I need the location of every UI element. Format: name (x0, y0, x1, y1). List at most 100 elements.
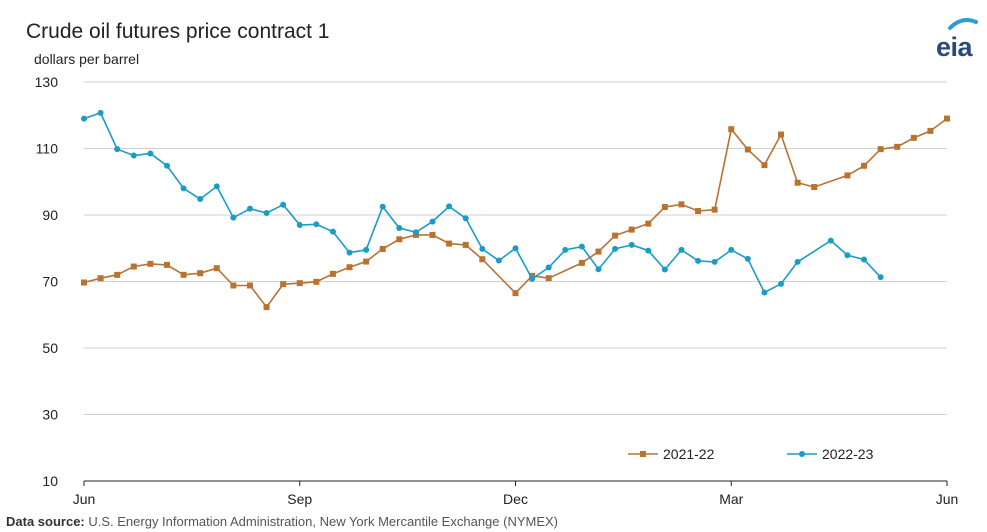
data-point-2022-23 (512, 245, 519, 252)
data-point-2022-23 (280, 201, 287, 208)
data-point-2022-23 (180, 185, 187, 192)
series-2021-22 (81, 115, 950, 311)
data-point-2021-22 (661, 204, 668, 211)
data-point-2022-23 (446, 203, 453, 210)
data-point-2021-22 (612, 232, 619, 239)
data-point-2021-22 (728, 126, 735, 133)
data-point-2021-22 (861, 162, 868, 169)
data-point-2021-22 (877, 146, 884, 153)
y-tick-label-130: 130 (35, 74, 59, 90)
data-point-2021-22 (163, 261, 170, 268)
data-point-2021-22 (213, 265, 220, 272)
data-point-2022-23 (230, 214, 237, 221)
data-point-2022-23 (529, 275, 536, 282)
chart-title: Crude oil futures price contract 1 (26, 20, 330, 43)
data-point-2021-22 (313, 278, 320, 285)
y-tick-label-70: 70 (42, 274, 58, 290)
legend-item-2021-22: 2021-22 (628, 446, 715, 462)
data-point-2022-23 (827, 237, 834, 244)
data-point-2021-22 (595, 248, 602, 255)
data-point-2021-22 (114, 271, 121, 278)
legend: 2021-22 2022-23 (628, 446, 874, 462)
data-source-text: U.S. Energy Information Administration, … (84, 514, 559, 529)
data-point-2021-22 (711, 206, 718, 213)
y-tick-label-50: 50 (42, 340, 58, 356)
x-tick-label-4: Jun (936, 491, 959, 507)
data-point-2022-23 (545, 264, 552, 271)
data-point-2021-22 (578, 259, 585, 266)
data-point-2022-23 (562, 246, 569, 253)
data-point-2022-23 (213, 183, 220, 190)
data-point-2022-23 (379, 203, 386, 210)
data-point-2022-23 (363, 246, 370, 253)
y-tick-label-90: 90 (42, 207, 58, 223)
data-point-2021-22 (645, 220, 652, 227)
data-point-2021-22 (844, 172, 851, 179)
legend-marker (799, 451, 805, 457)
data-point-2022-23 (479, 245, 486, 252)
data-point-2022-23 (778, 280, 785, 287)
data-point-2022-23 (163, 162, 170, 169)
x-axis: Jun Sep Dec Mar Jun (73, 480, 959, 507)
eia-logo-swoosh-icon (948, 18, 978, 30)
legend-label-2021-22: 2021-22 (663, 446, 715, 462)
data-point-2021-22 (944, 115, 950, 122)
data-point-2021-22 (246, 282, 253, 289)
data-point-2022-23 (761, 289, 768, 296)
x-tick-label-1: Sep (287, 491, 312, 507)
data-point-2022-23 (114, 146, 121, 153)
data-point-2022-23 (263, 210, 270, 217)
data-point-2022-23 (728, 246, 735, 253)
eia-logo-text: eia (935, 32, 973, 62)
data-point-2022-23 (794, 258, 801, 265)
data-point-2022-23 (197, 196, 204, 203)
y-axis-unit-label: dollars per barrel (34, 51, 140, 67)
data-point-2021-22 (147, 260, 154, 267)
data-point-2022-23 (495, 257, 502, 264)
data-point-2021-22 (280, 281, 287, 288)
legend-label-2022-23: 2022-23 (822, 446, 874, 462)
x-tick-label-2: Dec (503, 491, 528, 507)
y-axis-ticks: 130 110 90 70 50 30 10 (35, 74, 59, 489)
data-point-2022-23 (246, 205, 253, 212)
data-point-2021-22 (462, 241, 469, 248)
data-point-2022-23 (645, 247, 652, 254)
data-point-2022-23 (744, 255, 751, 262)
data-source-label: Data source: (6, 514, 85, 529)
data-point-2022-23 (661, 266, 668, 273)
data-point-2021-22 (363, 258, 370, 265)
data-point-2022-23 (296, 221, 303, 228)
legend-item-2022-23: 2022-23 (787, 446, 874, 462)
data-point-2022-23 (877, 274, 884, 281)
data-point-2021-22 (396, 236, 403, 243)
y-tick-label-110: 110 (36, 141, 59, 157)
data-point-2022-23 (695, 257, 702, 264)
data-point-2021-22 (446, 240, 453, 247)
grid-lines (84, 81, 947, 415)
data-point-2021-22 (794, 179, 801, 186)
data-point-2022-23 (462, 215, 469, 222)
data-point-2021-22 (778, 131, 785, 138)
series-line-2021-22 (83, 117, 948, 309)
data-point-2021-22 (263, 304, 270, 311)
data-point-2021-22 (894, 143, 901, 150)
data-point-2022-23 (628, 241, 635, 248)
legend-marker (640, 451, 646, 457)
data-point-2022-23 (396, 224, 403, 231)
data-point-2022-23 (130, 152, 137, 159)
data-point-2022-23 (346, 249, 353, 256)
data-source-note: Data source: U.S. Energy Information Adm… (6, 514, 558, 529)
data-point-2021-22 (545, 275, 552, 282)
data-point-2022-23 (595, 266, 602, 273)
y-tick-label-30: 30 (42, 407, 58, 423)
data-point-2021-22 (180, 271, 187, 278)
data-point-2021-22 (130, 263, 137, 270)
data-point-2022-23 (678, 246, 685, 253)
data-point-2021-22 (512, 290, 519, 297)
data-point-2021-22 (379, 245, 386, 252)
data-point-2021-22 (81, 279, 87, 286)
data-point-2022-23 (329, 228, 336, 235)
data-point-2022-23 (313, 221, 320, 228)
data-point-2021-22 (811, 184, 818, 191)
